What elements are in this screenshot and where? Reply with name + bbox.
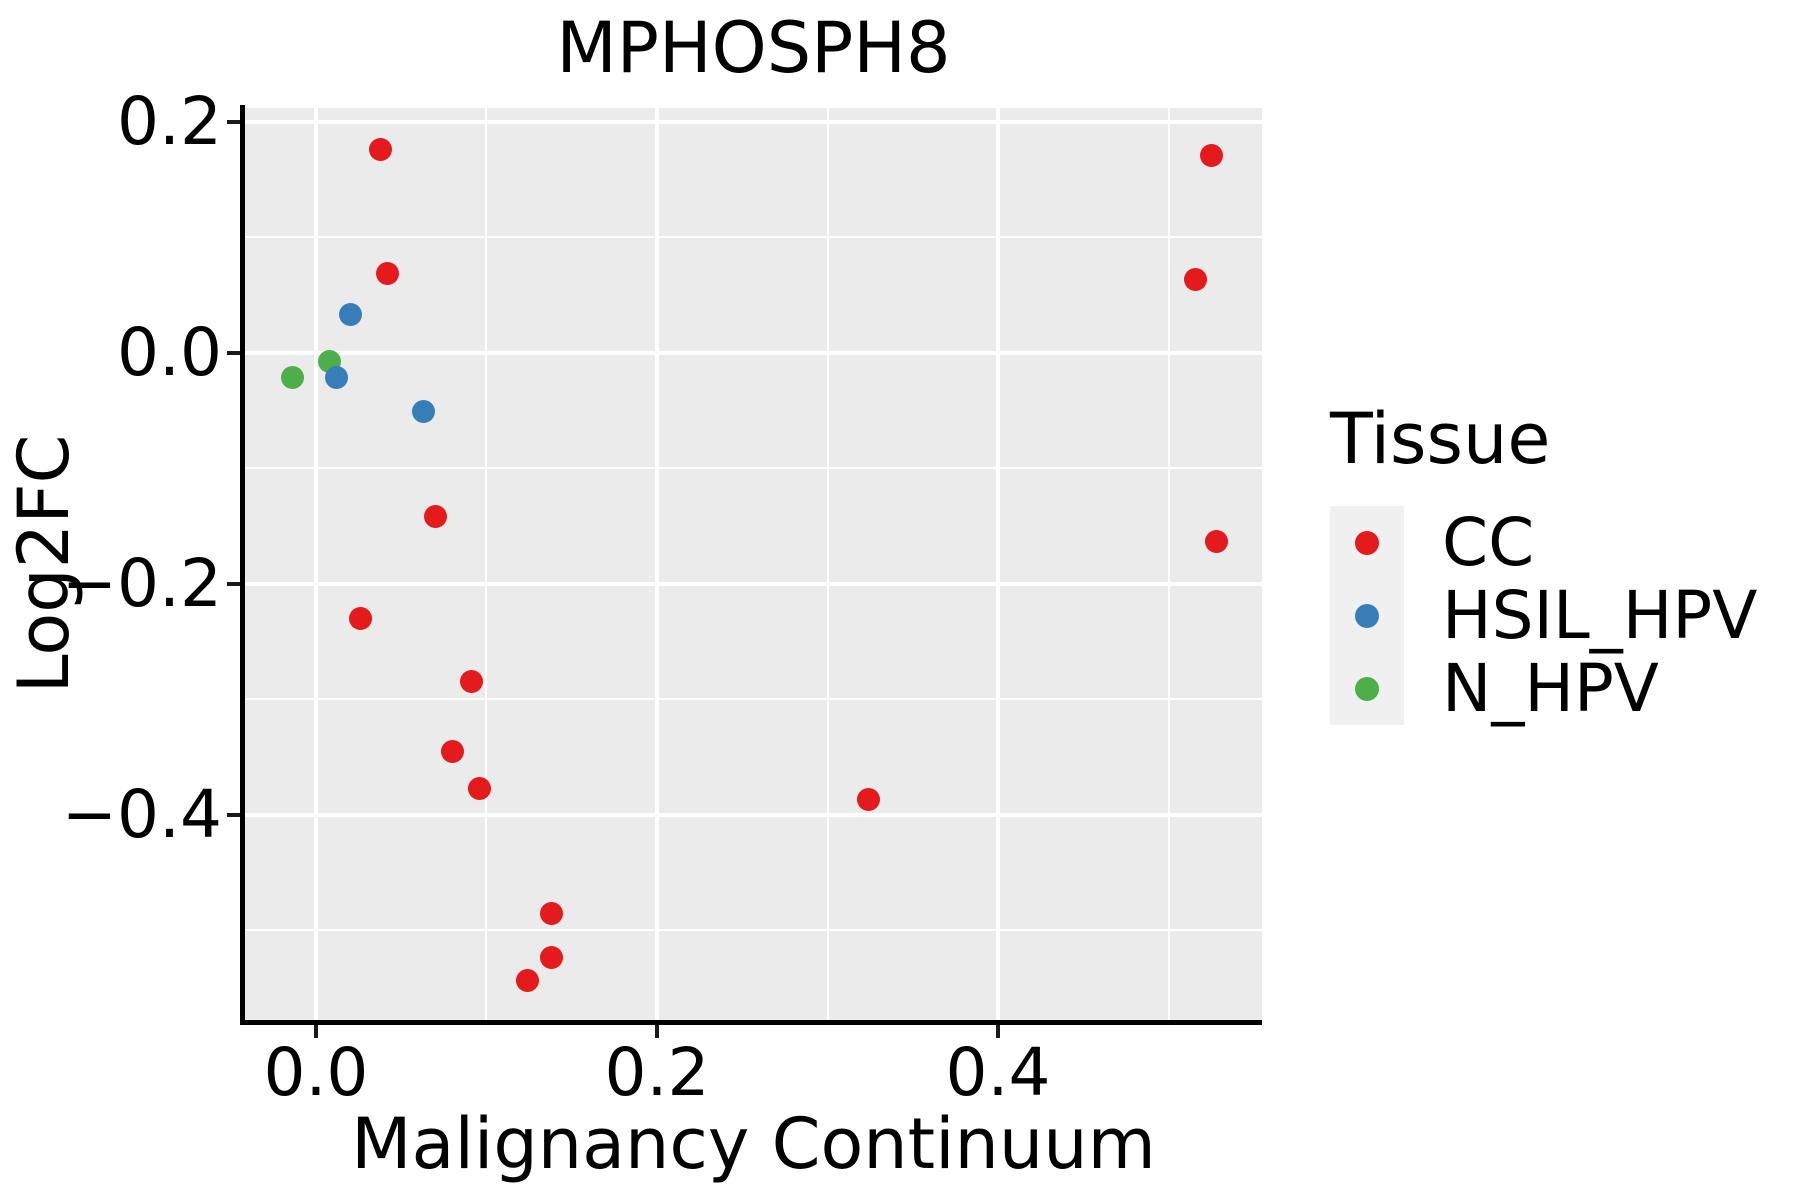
data-point-CC [539, 901, 563, 925]
data-point-CC [539, 945, 563, 969]
y-tick-mark [227, 581, 240, 586]
legend-label-N_HPV: N_HPV [1442, 649, 1659, 727]
gridline-minor-horizontal [245, 929, 1262, 932]
x-tick-mark [996, 1025, 1001, 1038]
legend-key-box [1330, 652, 1404, 725]
gridline-minor-horizontal [245, 698, 1262, 701]
gridline-minor-horizontal [245, 467, 1262, 470]
legend-item-HSIL_HPV: HSIL_HPV [1330, 579, 1757, 652]
data-point-CC [1199, 143, 1223, 167]
data-point-CC [348, 607, 372, 631]
data-point-CC [423, 505, 447, 529]
legend: Tissue CC HSIL_HPV N_HPV [1330, 404, 1757, 725]
data-point-CC [1184, 267, 1208, 291]
data-point-N_HPV [280, 365, 304, 389]
legend-dot-CC [1355, 530, 1379, 555]
legend-dot-N_HPV [1355, 676, 1379, 701]
legend-keys: CC HSIL_HPV N_HPV [1330, 506, 1757, 725]
x-axis-title: Malignancy Continuum [351, 1103, 1156, 1185]
y-tick-mark [227, 812, 240, 817]
legend-item-CC: CC [1330, 506, 1757, 579]
y-tick-mark [227, 350, 240, 355]
data-point-CC [369, 138, 393, 162]
x-tick-label: 0.0 [263, 1034, 369, 1111]
legend-key-box [1330, 579, 1404, 652]
y-tick-label: −0.2 [61, 544, 222, 622]
gridline-minor-horizontal [245, 236, 1262, 239]
y-tick-mark [227, 119, 240, 124]
plot-title: MPHOSPH8 [556, 7, 951, 89]
y-axis-line [240, 105, 245, 1025]
data-point-CC [856, 788, 880, 812]
data-point-HSIL_HPV [324, 365, 348, 389]
data-point-CC [515, 968, 539, 992]
legend-label-CC: CC [1442, 503, 1535, 581]
gridline-major-horizontal [245, 350, 1262, 355]
gridline-major-vertical [996, 108, 1001, 1020]
gridline-major-horizontal [245, 581, 1262, 586]
x-tick-label: 0.2 [604, 1034, 710, 1111]
gridline-major-vertical [654, 108, 659, 1020]
gridline-minor-vertical [485, 108, 488, 1020]
data-point-HSIL_HPV [338, 303, 362, 327]
legend-item-N_HPV: N_HPV [1330, 652, 1757, 725]
legend-dot-HSIL_HPV [1355, 603, 1379, 628]
gridline-minor-vertical [1167, 108, 1170, 1020]
y-tick-label: 0.0 [117, 313, 222, 391]
legend-title: Tissue [1330, 398, 1551, 480]
data-point-HSIL_HPV [411, 400, 435, 424]
gridline-major-vertical [313, 108, 318, 1020]
gridline-major-horizontal [245, 812, 1262, 817]
legend-label-HSIL_HPV: HSIL_HPV [1442, 576, 1758, 654]
data-point-CC [459, 669, 483, 693]
x-tick-label: 0.4 [945, 1034, 1051, 1111]
data-point-CC [376, 261, 400, 285]
x-tick-mark [313, 1025, 318, 1038]
data-point-CC [440, 739, 464, 763]
data-point-CC [468, 776, 492, 800]
gridline-major-horizontal [245, 119, 1262, 124]
x-axis-line [240, 1020, 1262, 1025]
legend-key-box [1330, 506, 1404, 579]
y-tick-label: −0.4 [61, 775, 222, 853]
x-tick-mark [654, 1025, 659, 1038]
plot-panel [245, 108, 1262, 1020]
y-tick-label: 0.2 [117, 82, 222, 160]
gridline-minor-vertical [826, 108, 829, 1020]
data-point-CC [1204, 529, 1228, 553]
